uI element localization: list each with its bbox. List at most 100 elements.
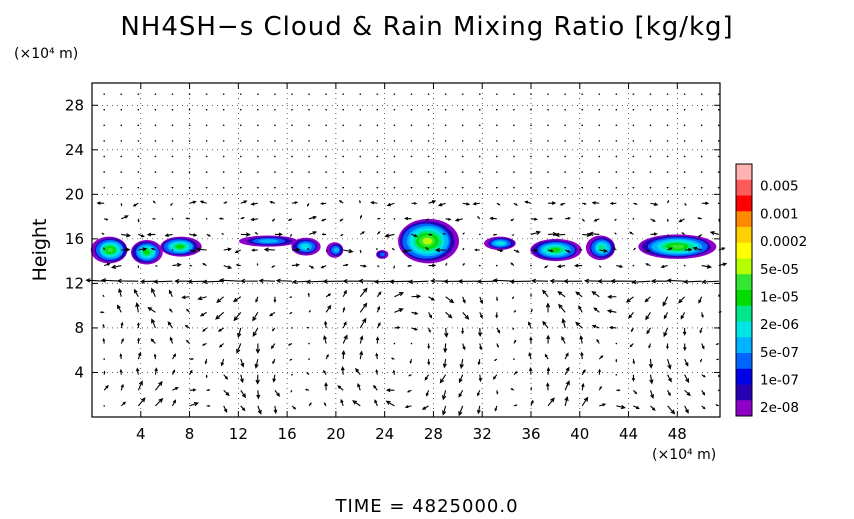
wind-arrow (169, 336, 174, 344)
wind-dot (257, 93, 259, 95)
wind-arrow (662, 296, 669, 307)
wind-dot (342, 124, 345, 127)
wind-dot (308, 108, 310, 111)
x-tick-label: 32 (473, 425, 492, 443)
wind-arrow (254, 358, 259, 369)
colorbar-swatch (736, 400, 752, 417)
colorbar-swatch (736, 179, 752, 196)
wind-arrow (588, 231, 600, 237)
wind-arrow (132, 202, 139, 207)
wind-dot (171, 124, 174, 127)
wind-arrow (574, 263, 583, 268)
wind-arrow (120, 321, 124, 329)
wind-arrow (274, 232, 283, 237)
wind-dot (120, 108, 123, 111)
wind-arrow (291, 405, 297, 410)
wind-arrow (195, 247, 207, 252)
wind-dot (632, 218, 635, 220)
wind-arrow (263, 247, 275, 252)
wind-arrow (701, 279, 719, 285)
wind-arrow (172, 387, 179, 391)
cloud-contour (175, 244, 184, 249)
wind-arrow (625, 296, 634, 303)
wind-arrow (342, 334, 348, 344)
wind-arrow (323, 402, 327, 407)
wind-dot (700, 155, 703, 158)
wind-dot (325, 155, 327, 158)
wind-dot (137, 186, 140, 189)
wind-dot (496, 140, 498, 142)
wind-dot (171, 218, 174, 220)
wind-arrow (308, 215, 318, 220)
wind-arrow (427, 343, 431, 350)
wind-arrow (120, 203, 123, 207)
wind-arrow (291, 279, 310, 285)
wind-dot (496, 108, 498, 111)
wind-arrow (133, 288, 139, 298)
wind-arrow (684, 405, 689, 414)
wind-arrow (340, 398, 344, 407)
y-tick-label: 8 (74, 319, 84, 337)
wind-dot (547, 186, 549, 189)
wind-dot (120, 124, 123, 127)
wind-dot (598, 140, 601, 142)
wind-arrow (593, 218, 600, 222)
wind-dot (342, 155, 345, 158)
cloud-contour (422, 237, 433, 245)
wind-arrow (325, 353, 329, 360)
wind-dot (615, 93, 618, 95)
wind-arrow (342, 278, 361, 284)
wind-arrow (199, 200, 207, 204)
wind-dot (615, 108, 618, 111)
wind-dot (615, 124, 618, 127)
wind-arrow (495, 312, 499, 319)
wind-arrow (581, 396, 589, 407)
wind-arrow (698, 296, 703, 304)
wind-arrow (359, 302, 368, 313)
wind-arrow (343, 248, 354, 254)
cloud-patch (530, 238, 582, 262)
wind-arrow (150, 338, 156, 344)
wind-arrow (342, 289, 347, 298)
wind-arrow (548, 231, 558, 237)
x-tick-label: 40 (570, 425, 589, 443)
wind-dot (683, 108, 686, 111)
wind-arrow (421, 405, 429, 410)
wind-dot (103, 405, 105, 407)
wind-dot (359, 140, 362, 142)
wind-dot (325, 171, 327, 173)
wind-dot (239, 93, 242, 95)
wind-dot (632, 93, 635, 95)
wind-dot (496, 155, 498, 158)
wind-arrow (385, 388, 395, 393)
wind-arrow (409, 358, 413, 364)
wind-arrow (275, 278, 293, 283)
wind-dot (222, 124, 225, 127)
colorbar-swatch (736, 242, 752, 259)
wind-arrow (120, 338, 124, 344)
wind-arrow (373, 384, 378, 391)
wind-arrow (684, 389, 691, 397)
plot-grid (92, 83, 720, 417)
wind-arrow (355, 367, 361, 376)
wind-arrow (411, 233, 418, 238)
wind-arrow (458, 405, 464, 417)
colorbar-label: 1e-05 (760, 289, 799, 305)
colorbar-swatch (736, 164, 752, 181)
wind-arrow (445, 311, 453, 319)
wind-arrow (606, 309, 617, 314)
wind-arrow (138, 247, 148, 252)
wind-arrow (171, 399, 176, 407)
wind-arrow (528, 352, 532, 360)
wind-dot (120, 155, 123, 158)
wind-arrow (561, 318, 566, 329)
wind-arrow (629, 231, 634, 235)
y-tick-label: 16 (65, 230, 84, 248)
wind-dot (717, 155, 720, 158)
wind-dot (683, 140, 686, 142)
wind-arrow (146, 232, 156, 237)
wind-dot (649, 124, 652, 127)
wind-dot (342, 186, 345, 189)
wind-arrow (561, 336, 566, 344)
